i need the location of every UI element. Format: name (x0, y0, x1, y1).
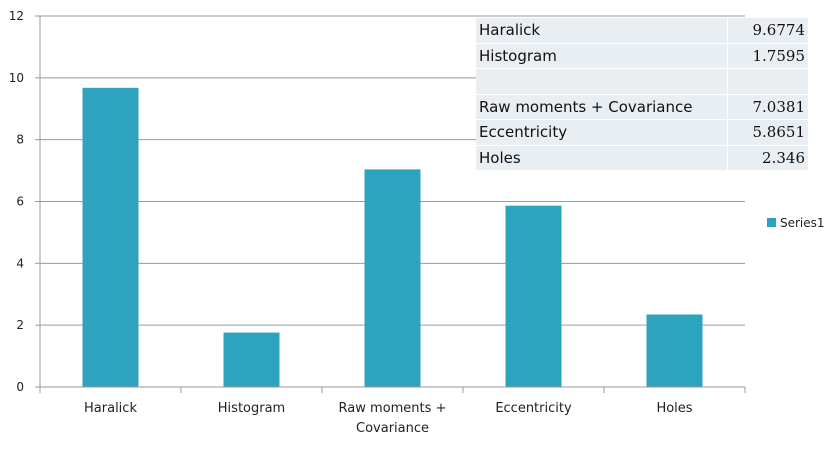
y-tick-label: 8 (16, 133, 24, 147)
legend: Series1 (767, 216, 825, 230)
table-cell-value: 2.346 (727, 145, 808, 171)
table-cell-value: 5.8651 (727, 119, 808, 146)
table-row: Raw moments + Covariance 7.0381 (476, 94, 808, 120)
bar (82, 87, 139, 387)
data-table: Haralick 9.6774 Histogram 1.7595 Raw mom… (476, 18, 808, 171)
table-row: Eccentricity 5.8651 (476, 119, 808, 146)
table-cell-empty (476, 68, 728, 95)
table-cell-name: Eccentricity (476, 119, 728, 146)
table-cell-value: 1.7595 (727, 43, 808, 69)
bar (505, 205, 562, 387)
y-tick-label: 6 (16, 195, 24, 209)
table-row-spacer (476, 68, 808, 95)
table-row: Holes 2.346 (476, 145, 808, 171)
table-row: Haralick 9.6774 (476, 18, 808, 44)
table-cell-empty (727, 68, 808, 95)
x-tick-label: Covariance (356, 421, 429, 436)
table-cell-name: Histogram (476, 43, 728, 69)
table-cell-value: 9.6774 (727, 18, 808, 44)
x-tick-label: Histogram (218, 401, 285, 416)
x-tick-label: Raw moments + (339, 401, 447, 416)
table-cell-value: 7.0381 (727, 94, 808, 120)
table-cell-name: Haralick (476, 18, 728, 44)
x-tick-label: Eccentricity (495, 401, 572, 416)
table-row: Histogram 1.7595 (476, 43, 808, 69)
y-tick-label: 2 (16, 318, 24, 332)
legend-swatch (767, 218, 776, 227)
x-tick-label: Holes (656, 401, 692, 416)
bar (364, 169, 421, 387)
axes (35, 15, 746, 393)
bars (82, 87, 703, 387)
x-tick-labels: Haralick Histogram Raw moments + Covariance… (84, 401, 693, 436)
x-tick-label: Haralick (84, 401, 137, 416)
y-tick-label: 10 (9, 71, 24, 85)
y-tick-label: 4 (16, 256, 24, 270)
y-tick-labels: 0 2 4 6 8 10 12 (9, 9, 24, 394)
y-tick-label: 12 (9, 9, 24, 23)
bar (646, 314, 703, 387)
legend-label: Series1 (780, 216, 825, 230)
y-tick-label: 0 (16, 380, 24, 394)
table-cell-name: Holes (476, 145, 728, 171)
table-cell-name: Raw moments + Covariance (476, 94, 728, 120)
bar (223, 332, 280, 387)
